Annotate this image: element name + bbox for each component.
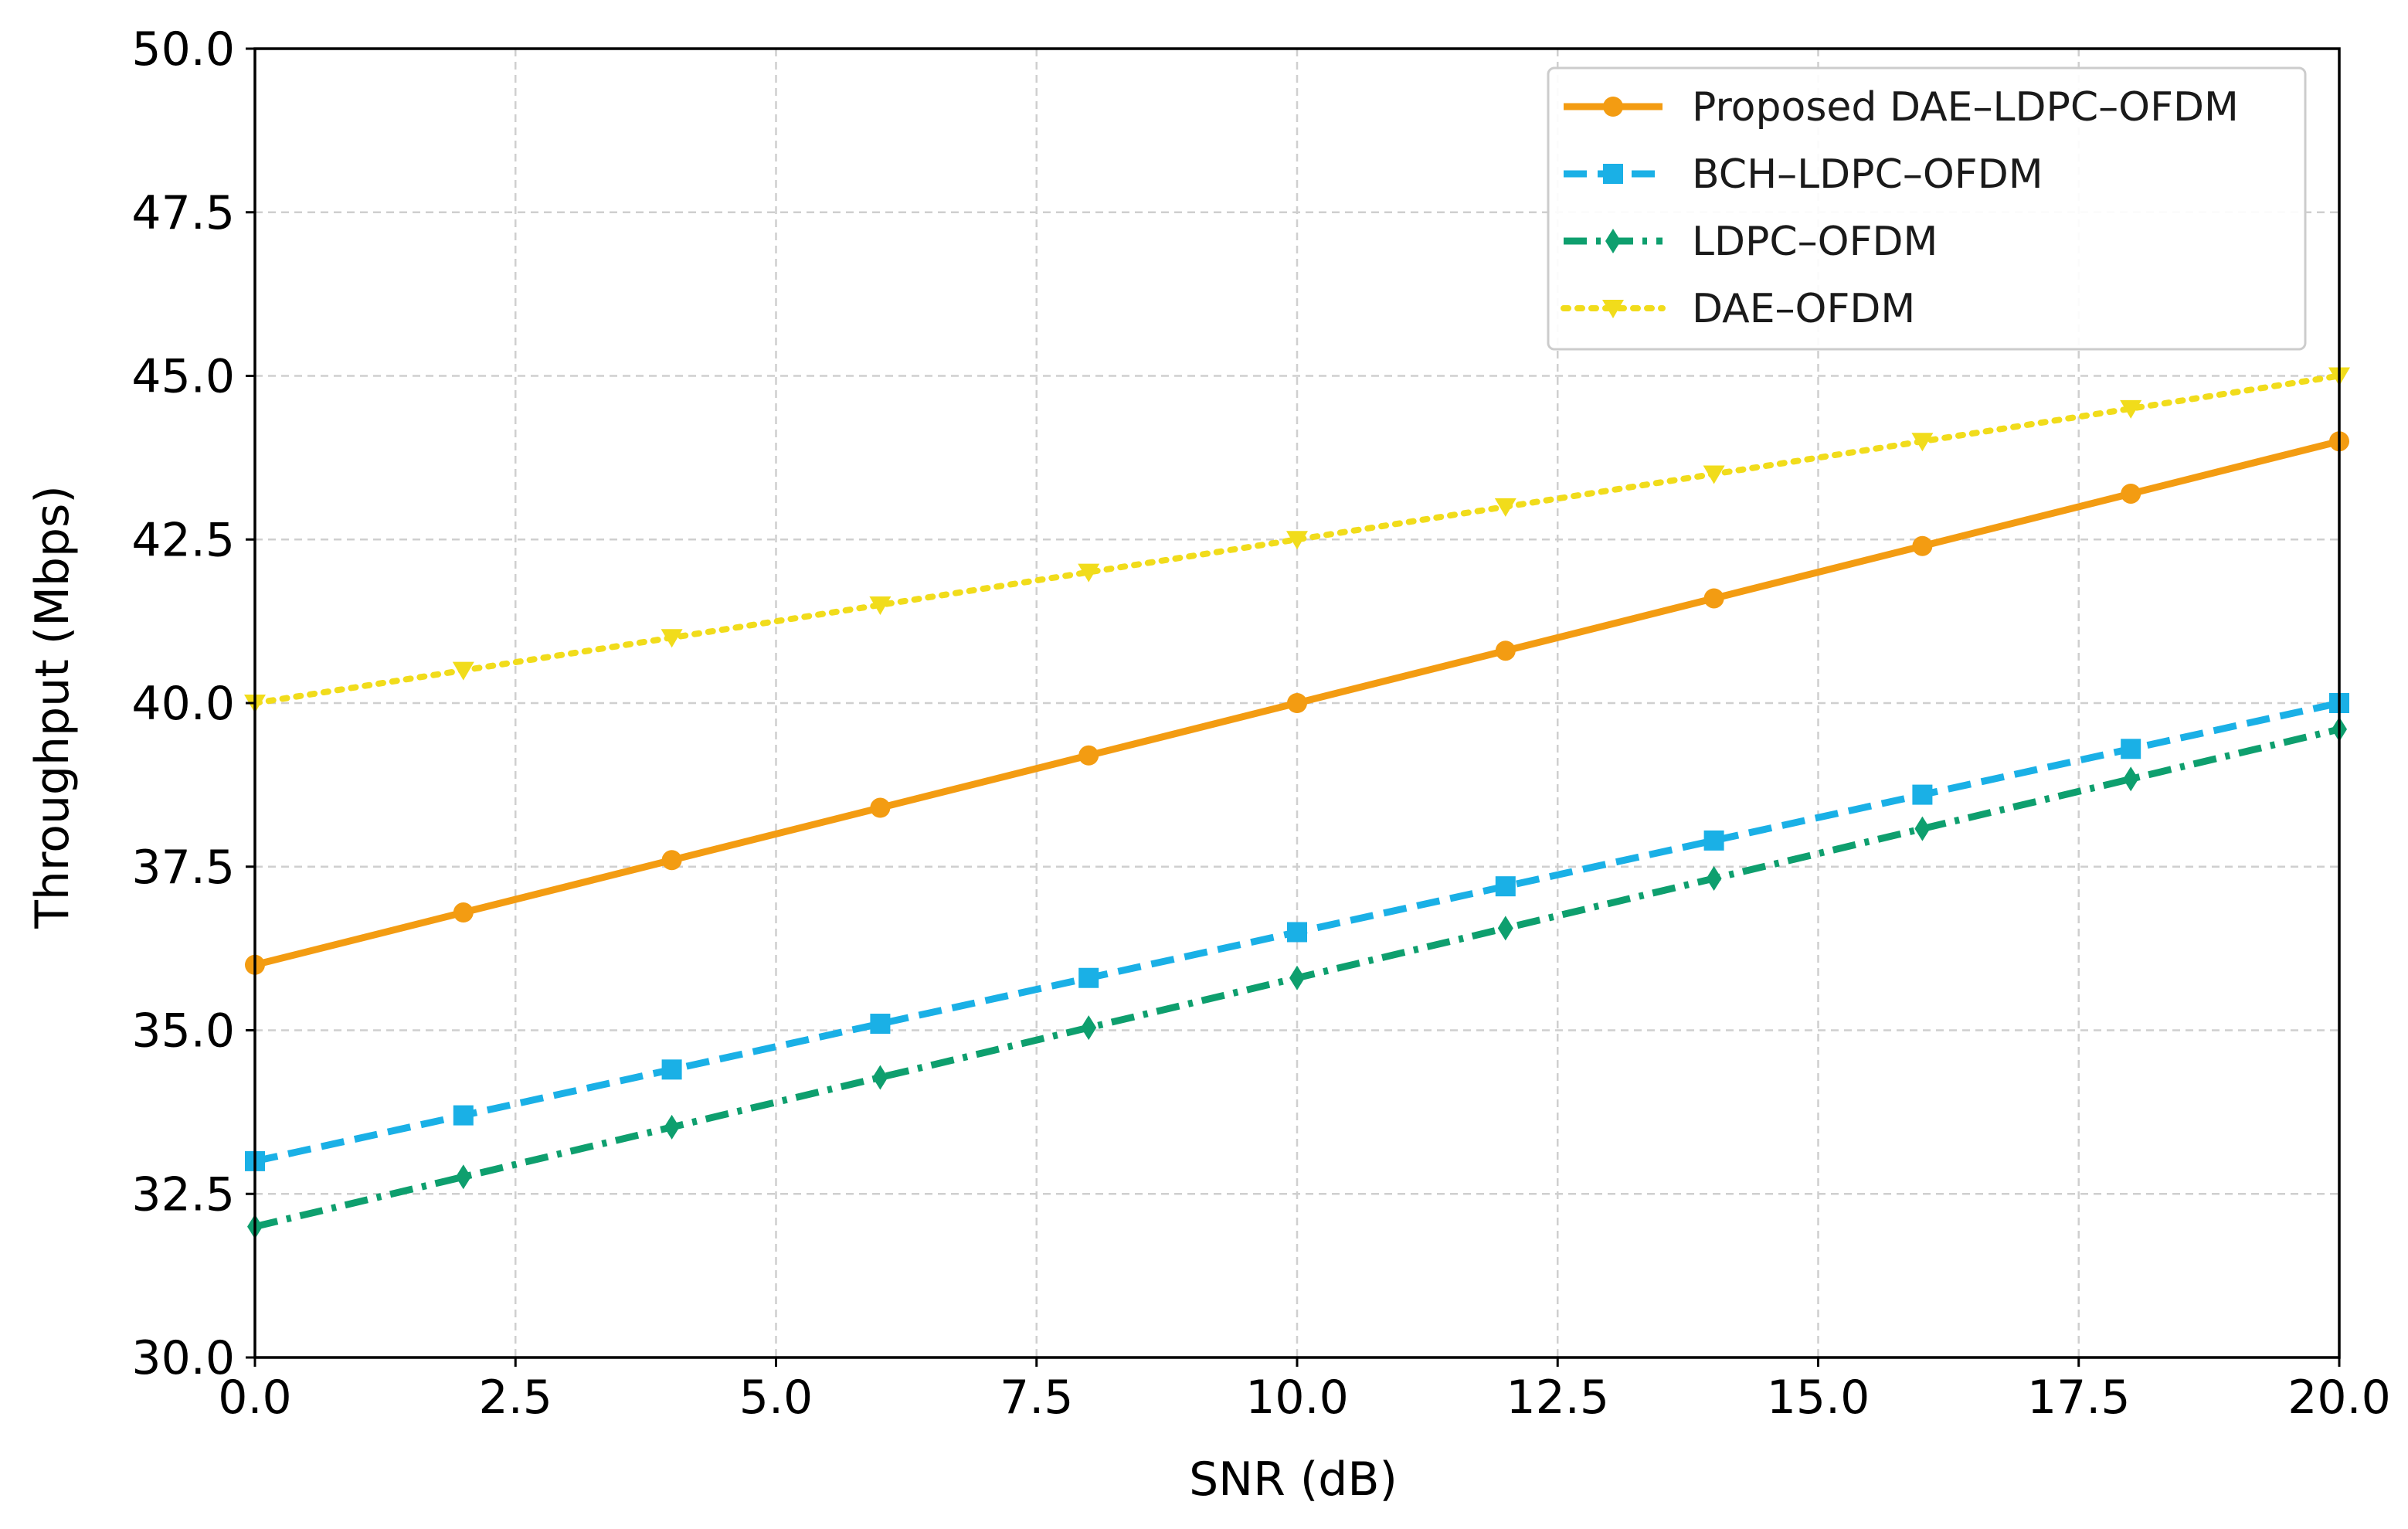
tick-layer: 0.0 2.5 5.0 7.5 10.0 12.5 15.0 17.5 20.0 30.0 32.5… — [131, 22, 2390, 1425]
data-point — [1287, 922, 1307, 943]
x-tick-label: 20.0 — [2287, 1371, 2391, 1425]
legend-label: BCH–LDPC–OFDM — [1692, 151, 2043, 198]
data-point — [452, 661, 474, 681]
data-point — [1703, 465, 1725, 484]
x-tick-label: 7.5 — [1000, 1371, 1073, 1425]
data-point — [455, 1164, 471, 1190]
y-tick-label: 45.0 — [131, 350, 235, 404]
series-ldpc-ofdm — [247, 716, 2347, 1239]
data-point — [1912, 784, 1933, 805]
y-tick-label: 42.5 — [131, 513, 235, 567]
x-tick-label: 0.0 — [218, 1371, 291, 1425]
series-layer — [244, 367, 2350, 1239]
data-point — [2123, 766, 2139, 792]
y-tick-label: 50.0 — [131, 22, 235, 76]
data-point — [1703, 588, 1724, 609]
data-point — [1078, 967, 1099, 988]
legend-label: LDPC–OFDM — [1692, 219, 1938, 265]
legend-entries: Proposed DAE–LDPC–OFDM BCH–LDPC–OFDM LDPC–… — [1561, 84, 2239, 332]
legend-entry: BCH–LDPC–OFDM — [1564, 151, 2043, 198]
data-point — [1911, 433, 1934, 452]
legend-entry: LDPC–OFDM — [1564, 219, 1938, 265]
data-point — [1078, 563, 1100, 583]
data-point — [1495, 876, 1516, 897]
data-point — [2121, 483, 2141, 504]
data-point — [1497, 916, 1513, 941]
data-point — [1914, 816, 1931, 841]
data-point — [1286, 531, 1308, 550]
x-tick-label: 5.0 — [739, 1371, 813, 1425]
data-point — [1706, 865, 1722, 891]
data-point — [872, 1065, 888, 1090]
legend-entry: DAE–OFDM — [1561, 286, 1915, 332]
data-point — [453, 1105, 474, 1126]
data-point — [869, 596, 892, 615]
y-axis-title: Throughput (Mbps) — [25, 485, 80, 929]
data-point — [664, 1114, 680, 1140]
data-point — [661, 629, 683, 648]
y-tick-label: 35.0 — [131, 1004, 235, 1058]
data-point — [870, 1014, 891, 1035]
legend-marker-swatch — [1603, 164, 1623, 184]
x-tick-label: 12.5 — [1506, 1371, 1609, 1425]
data-point — [2121, 739, 2141, 759]
data-point — [1287, 693, 1307, 713]
data-point — [1703, 830, 1724, 851]
data-point — [453, 902, 474, 923]
x-tick-label: 17.5 — [2027, 1371, 2131, 1425]
x-tick-label: 15.0 — [1767, 1371, 1870, 1425]
data-point — [661, 1059, 682, 1080]
y-tick-label: 47.5 — [131, 186, 235, 240]
legend-marker-swatch — [1602, 300, 1624, 318]
x-tick-label: 2.5 — [479, 1371, 552, 1425]
data-point — [870, 797, 891, 818]
legend-marker-swatch — [1605, 229, 1621, 253]
data-point — [661, 850, 682, 871]
y-tick-label: 37.5 — [131, 841, 235, 895]
series-bch-ldpc-ofdm — [245, 693, 2349, 1171]
data-point — [1081, 1015, 1097, 1041]
legend-entry: Proposed DAE–LDPC–OFDM — [1564, 84, 2239, 131]
legend-label: DAE–OFDM — [1692, 286, 1915, 332]
legend-marker-swatch — [1603, 97, 1623, 117]
data-point — [1494, 498, 1516, 517]
legend-box — [1547, 66, 2307, 351]
y-tick-label: 30.0 — [131, 1331, 235, 1385]
y-tick-label: 40.0 — [131, 677, 235, 731]
legend-label: Proposed DAE–LDPC–OFDM — [1692, 84, 2239, 131]
y-tick-label: 32.5 — [131, 1167, 235, 1222]
x-axis-title: SNR (dB) — [1189, 1453, 1398, 1507]
data-point — [1289, 965, 1305, 990]
data-point — [1078, 745, 1099, 766]
series-dae-ofdm — [244, 367, 2350, 713]
x-tick-label: 10.0 — [1245, 1371, 1349, 1425]
data-point — [1912, 535, 1933, 556]
data-point — [2120, 399, 2142, 419]
legend: Proposed DAE–LDPC–OFDM BCH–LDPC–OFDM LDPC–… — [1547, 66, 2307, 351]
data-point — [1495, 640, 1516, 661]
